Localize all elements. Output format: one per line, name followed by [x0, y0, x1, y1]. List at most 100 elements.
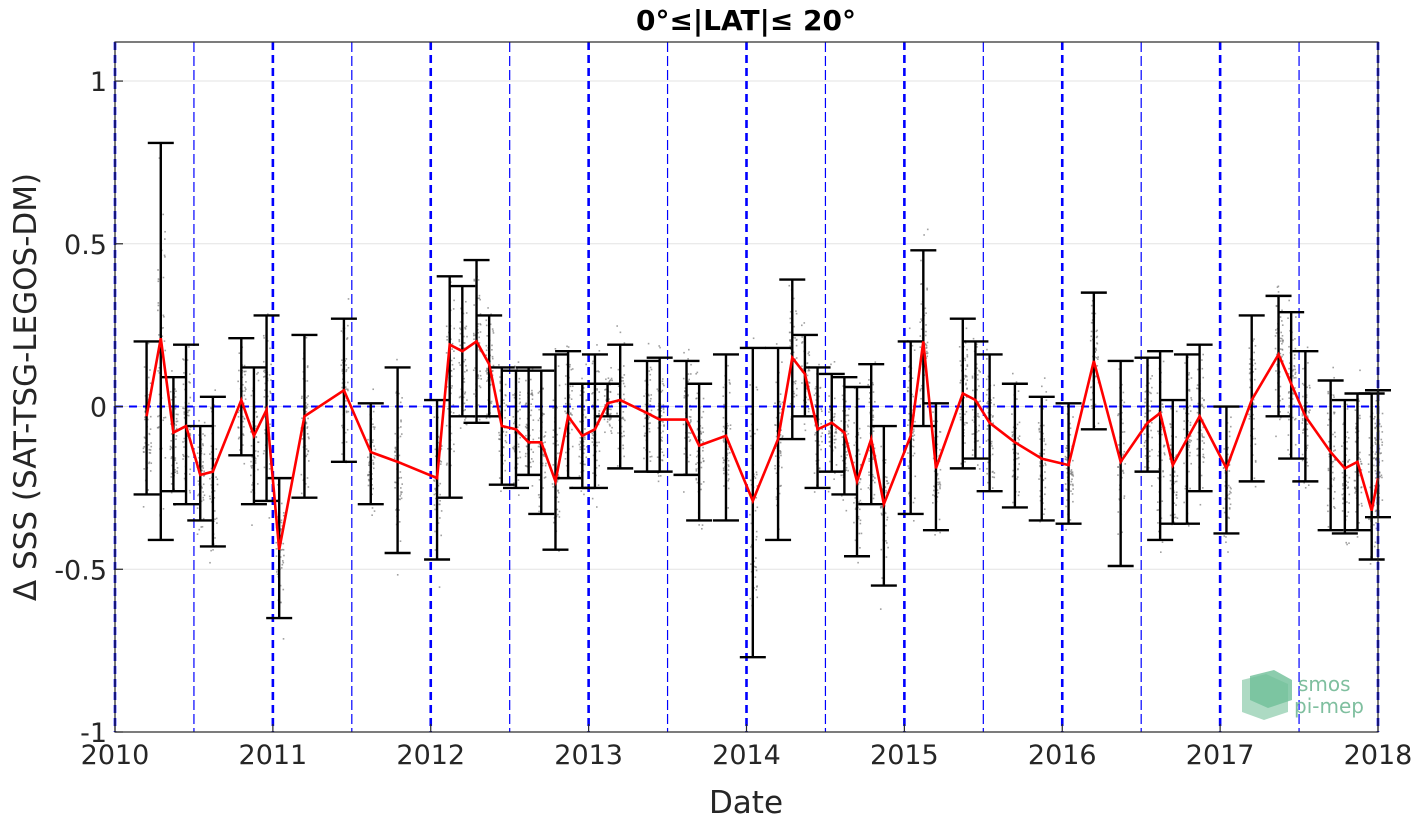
scatter-point	[243, 402, 245, 405]
scatter-point	[174, 446, 177, 448]
scatter-point	[1188, 438, 1191, 441]
scatter-point	[986, 402, 988, 404]
scatter-point	[779, 441, 782, 444]
scatter-point	[1249, 386, 1251, 389]
scatter-point	[183, 413, 186, 415]
scatter-point	[1375, 451, 1378, 453]
scatter-point	[558, 427, 561, 430]
scatter-point	[1334, 507, 1336, 509]
scatter-point	[1169, 479, 1172, 482]
scatter-point	[502, 431, 504, 433]
scatter-point	[453, 299, 455, 302]
scatter-point	[622, 411, 625, 413]
scatter-point	[1189, 424, 1192, 426]
scatter-point	[1189, 435, 1192, 437]
scatter-point	[623, 374, 626, 376]
scatter-point	[598, 391, 601, 393]
scatter-point	[1294, 443, 1297, 446]
scatter-point	[912, 428, 915, 430]
scatter-point	[857, 450, 860, 452]
scatter-point	[186, 414, 189, 417]
scatter-point	[1156, 430, 1159, 433]
scatter-point	[650, 368, 653, 371]
scatter-point	[478, 336, 480, 339]
scatter-point	[157, 302, 160, 304]
scatter-point	[978, 468, 981, 470]
scatter-point	[585, 456, 588, 459]
scatter-point	[1069, 427, 1072, 430]
scatter-point	[874, 481, 876, 484]
scatter-point	[872, 409, 874, 412]
scatter-point	[163, 417, 165, 419]
scatter-point	[517, 445, 520, 448]
scatter-point	[1281, 334, 1284, 337]
scatter-point	[499, 389, 502, 391]
scatter-point	[971, 419, 974, 422]
scatter-point	[175, 435, 178, 437]
scatter-point	[513, 445, 516, 448]
scatter-point	[1345, 474, 1348, 477]
scatter-point	[450, 359, 453, 362]
scatter-point	[565, 375, 567, 377]
scatter-point	[169, 445, 172, 448]
scatter-point	[1358, 474, 1360, 477]
scatter-point	[464, 409, 466, 411]
scatter-point	[537, 445, 540, 448]
scatter-point	[1347, 481, 1349, 484]
scatter-point	[662, 430, 664, 433]
scatter-point	[1121, 399, 1123, 402]
scatter-point	[1123, 442, 1125, 445]
scatter-point	[1018, 438, 1020, 441]
scatter-point	[932, 457, 935, 460]
scatter-point	[813, 472, 816, 474]
scatter-point	[1201, 367, 1204, 370]
scatter-point	[774, 464, 776, 467]
scatter-point	[868, 379, 870, 381]
scatter-point	[620, 376, 623, 379]
scatter-point	[567, 346, 570, 348]
scatter-point	[1090, 398, 1092, 401]
error-bars	[133, 141, 1391, 659]
scatter-point	[722, 439, 725, 442]
scatter-point	[821, 410, 823, 413]
scatter-point	[276, 573, 279, 576]
scatter-point	[727, 469, 730, 471]
scatter-point	[399, 495, 402, 497]
scatter-point	[682, 423, 685, 426]
scatter-point	[1122, 472, 1125, 474]
scatter-point	[689, 439, 692, 441]
scatter-point	[473, 338, 475, 341]
scatter-point	[872, 391, 875, 393]
scatter-point	[1361, 505, 1363, 507]
scatter-point	[169, 390, 172, 393]
scatter-point	[434, 497, 437, 500]
scatter-point	[398, 498, 401, 500]
scatter-point	[1173, 491, 1176, 494]
scatter-point	[1173, 470, 1176, 473]
scatter-point	[749, 563, 752, 565]
scatter-point	[696, 429, 699, 431]
scatter-point	[1346, 441, 1348, 443]
scatter-point	[828, 411, 830, 413]
scatter-point	[463, 342, 465, 344]
smos-pi-mep-logo: smos pi-mep	[1242, 670, 1364, 720]
x-tick-label: 2014	[712, 740, 781, 771]
scatter-point	[149, 369, 151, 371]
scatter-point	[688, 460, 690, 463]
scatter-point	[367, 478, 370, 481]
scatter-point	[367, 438, 369, 441]
scatter-point	[282, 514, 285, 517]
scatter-point	[622, 380, 624, 382]
scatter-point	[963, 423, 966, 426]
scatter-point	[598, 349, 601, 352]
scatter-point	[1291, 398, 1294, 400]
scatter-point	[696, 427, 699, 430]
scatter-point	[1042, 424, 1045, 427]
scatter-point	[344, 360, 347, 362]
scatter-point	[1252, 427, 1255, 430]
scatter-point	[683, 453, 686, 455]
scatter-point	[911, 393, 913, 396]
scatter-point	[1158, 530, 1160, 533]
scatter-point	[908, 327, 911, 330]
scatter-point	[987, 481, 989, 484]
